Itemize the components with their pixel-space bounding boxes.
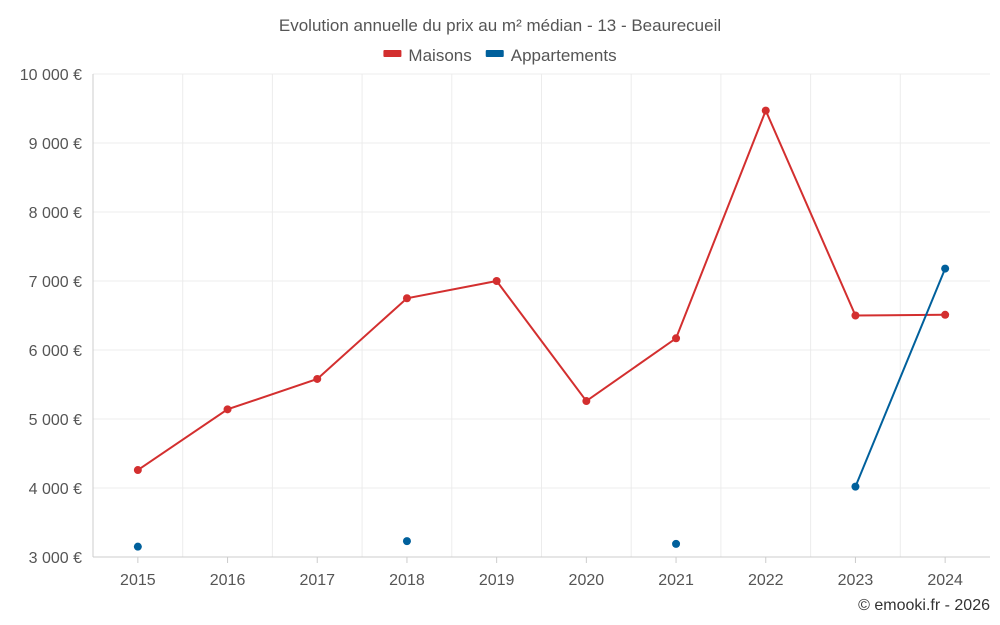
data-point-maisons[interactable] — [492, 277, 501, 285]
y-tick-label: 9 000 € — [29, 136, 82, 153]
chart-title: Evolution annuelle du prix au m² médian … — [279, 16, 721, 35]
chart-legend: Maisons Appartements — [383, 46, 617, 65]
y-tick-label: 8 000 € — [29, 205, 82, 222]
series-maisons — [133, 106, 950, 475]
series-line-appartements — [854, 268, 947, 488]
data-point-appartements[interactable] — [402, 537, 411, 546]
grid-lines — [93, 73, 990, 557]
series-layer — [133, 106, 950, 551]
data-point-appartements[interactable] — [133, 542, 142, 551]
x-axis: 2015 2016 2017 2018 2019 2020 2021 2022 2023 2024 — [93, 556, 990, 589]
x-tick-label: 2023 — [838, 572, 874, 589]
data-point-maisons[interactable] — [313, 374, 322, 383]
x-tick-label: 2020 — [569, 572, 605, 589]
x-tick-label: 2021 — [658, 572, 694, 589]
data-point-appartements[interactable] — [672, 539, 681, 548]
legend-swatch — [383, 50, 402, 57]
x-tick-label: 2024 — [927, 572, 963, 589]
x-tick-label: 2022 — [748, 572, 784, 589]
data-point-maisons[interactable] — [133, 466, 142, 475]
x-tick-label: 2019 — [479, 572, 515, 589]
data-point-maisons[interactable] — [761, 106, 770, 115]
y-axis: 3 000 € 4 000 € 5 000 € 6 000 € 7 000 € 8 000… — [20, 67, 94, 567]
data-point-maisons[interactable] — [223, 405, 232, 414]
data-point-appartements[interactable] — [851, 482, 860, 491]
x-tick-label: 2016 — [210, 572, 246, 589]
y-tick-label: 4 000 € — [29, 481, 82, 498]
series-line-maisons — [137, 107, 946, 471]
x-tick-label: 2017 — [299, 572, 335, 589]
legend-label: Appartements — [511, 46, 617, 65]
x-tick-label: 2015 — [120, 572, 156, 589]
y-tick-label: 3 000 € — [29, 550, 82, 567]
data-point-maisons[interactable] — [672, 334, 681, 343]
y-tick-label: 10 000 € — [20, 67, 82, 84]
y-tick-label: 5 000 € — [29, 412, 82, 429]
y-tick-label: 6 000 € — [29, 343, 82, 360]
series-appartements — [133, 264, 950, 551]
credit-text: © emooki.fr - 2026 — [858, 597, 990, 614]
x-tick-label: 2018 — [389, 572, 425, 589]
legend-item-appartements[interactable]: Appartements — [485, 46, 617, 65]
data-point-maisons[interactable] — [402, 294, 411, 303]
legend-item-maisons[interactable]: Maisons — [383, 46, 472, 65]
data-point-maisons[interactable] — [941, 310, 950, 319]
data-point-maisons[interactable] — [582, 397, 591, 406]
legend-label: Maisons — [408, 46, 471, 65]
y-tick-label: 7 000 € — [29, 274, 82, 291]
data-point-appartements[interactable] — [941, 264, 950, 273]
legend-swatch — [485, 50, 504, 57]
data-point-maisons[interactable] — [851, 311, 860, 320]
